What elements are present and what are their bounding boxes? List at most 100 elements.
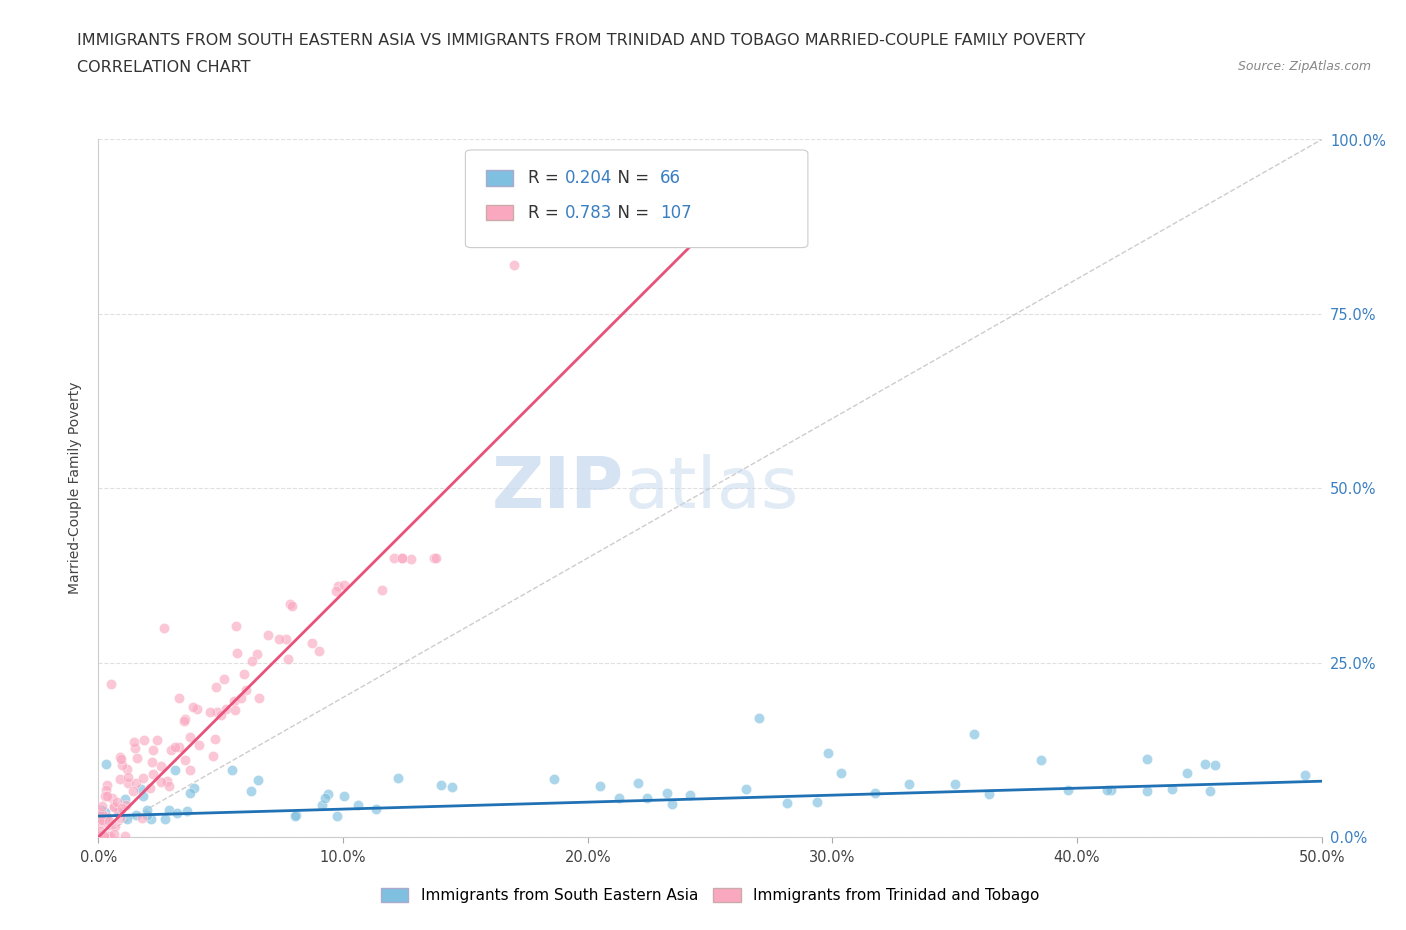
Point — [401, 551, 423, 566]
Point — [141, 755, 163, 770]
Text: IMMIGRANTS FROM SOUTH EASTERN ASIA VS IMMIGRANTS FROM TRINIDAD AND TOBAGO MARRIE: IMMIGRANTS FROM SOUTH EASTERN ASIA VS IM… — [77, 33, 1085, 47]
Point — [326, 808, 349, 823]
Point — [589, 778, 612, 793]
Point — [90, 806, 112, 821]
Point — [318, 787, 340, 802]
Point — [139, 780, 162, 795]
Point — [221, 763, 243, 777]
Point — [90, 799, 112, 814]
Point — [830, 765, 852, 780]
Point — [163, 763, 186, 777]
Point — [94, 804, 117, 819]
Point — [121, 783, 143, 798]
Point — [332, 578, 354, 592]
Point — [94, 809, 117, 824]
Point — [366, 802, 388, 817]
Point — [153, 811, 176, 826]
Point — [247, 690, 270, 705]
Point — [134, 733, 156, 748]
Point — [117, 776, 139, 790]
Point — [636, 790, 658, 805]
Point — [232, 666, 254, 681]
Point — [167, 690, 190, 705]
Point — [215, 701, 238, 716]
Point — [89, 824, 111, 839]
Point — [267, 632, 290, 647]
Point — [865, 786, 887, 801]
Point — [110, 750, 132, 764]
Point — [87, 829, 110, 844]
Point — [430, 777, 453, 792]
Point — [229, 690, 252, 705]
Point — [734, 781, 756, 796]
Point — [198, 704, 221, 719]
Point — [657, 786, 679, 801]
Point — [136, 803, 159, 817]
Text: N =: N = — [607, 204, 655, 221]
Point — [174, 752, 197, 767]
Point — [423, 551, 446, 565]
Point — [543, 772, 565, 787]
Point — [391, 551, 413, 565]
Point — [311, 798, 333, 813]
Point — [90, 816, 112, 830]
Point — [142, 766, 165, 781]
Point — [301, 635, 323, 650]
Point — [225, 618, 247, 633]
Point — [679, 788, 702, 803]
Point — [1099, 782, 1122, 797]
Point — [146, 733, 169, 748]
Text: R =: R = — [527, 204, 564, 221]
Point — [131, 789, 153, 804]
Point — [103, 799, 125, 814]
Point — [391, 551, 413, 565]
Text: 0.204: 0.204 — [564, 169, 612, 187]
Point — [179, 730, 201, 745]
Point — [89, 812, 111, 827]
Point — [1204, 757, 1226, 772]
Text: 66: 66 — [659, 169, 681, 187]
Point — [1199, 783, 1222, 798]
Point — [98, 817, 121, 832]
Point — [104, 818, 127, 833]
Point — [1136, 751, 1159, 766]
Point — [115, 762, 138, 777]
Point — [114, 797, 136, 812]
Point — [277, 651, 299, 666]
Point — [661, 797, 683, 812]
Point — [209, 707, 232, 722]
Point — [96, 783, 118, 798]
Y-axis label: Married-Couple Family Poverty: Married-Couple Family Poverty — [69, 382, 83, 594]
Point — [371, 582, 394, 597]
Point — [627, 776, 650, 790]
Point — [96, 777, 118, 792]
Point — [152, 620, 174, 635]
Point — [256, 627, 278, 642]
Point — [240, 783, 263, 798]
Point — [963, 726, 986, 741]
Point — [96, 789, 118, 804]
Point — [212, 671, 235, 686]
Point — [284, 809, 307, 824]
Point — [157, 803, 180, 817]
Point — [503, 258, 526, 272]
Point — [278, 597, 301, 612]
Point — [176, 804, 198, 818]
Point — [131, 810, 153, 825]
Point — [132, 771, 155, 786]
Point — [247, 773, 270, 788]
Point — [103, 827, 125, 842]
Text: ZIP: ZIP — [492, 454, 624, 523]
Text: R =: R = — [527, 169, 564, 187]
Point — [943, 777, 966, 791]
Point — [235, 683, 257, 698]
Text: N =: N = — [607, 169, 655, 187]
Point — [114, 829, 136, 844]
Point — [314, 790, 336, 805]
Point — [382, 551, 405, 565]
Text: 107: 107 — [659, 204, 692, 221]
Point — [1194, 756, 1216, 771]
Point — [188, 737, 211, 752]
Point — [125, 808, 148, 823]
Point — [1135, 783, 1157, 798]
